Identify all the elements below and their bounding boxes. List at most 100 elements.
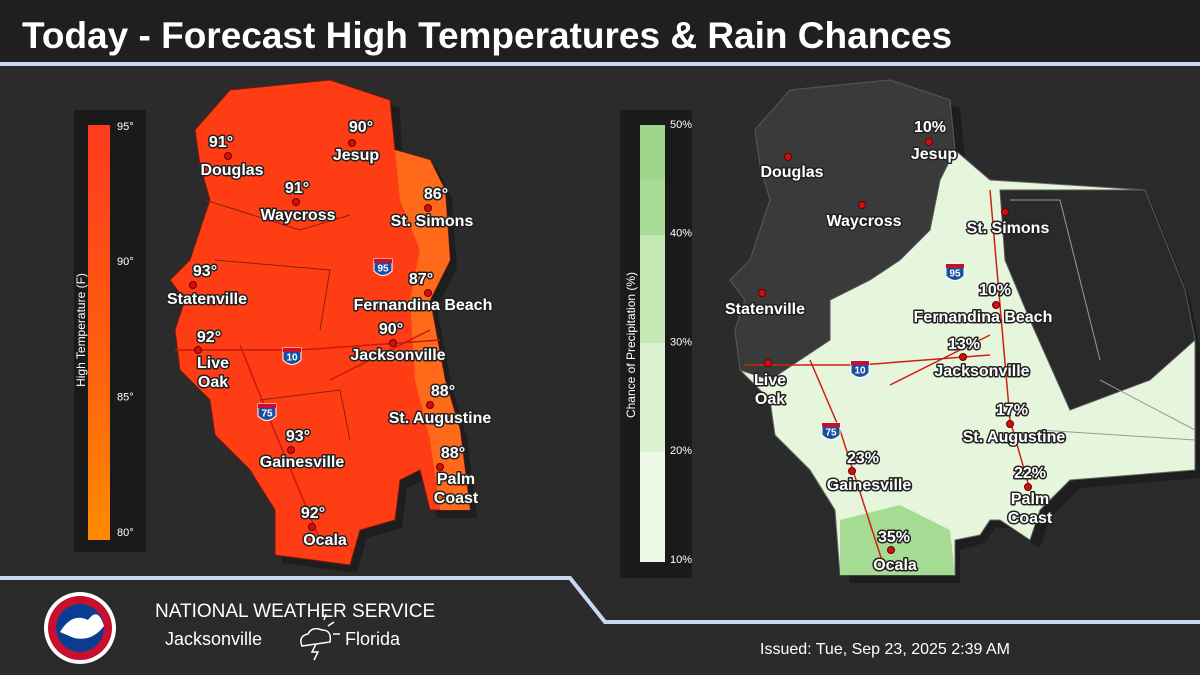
city-name: Gainesville	[260, 454, 345, 471]
weather-icon	[300, 613, 340, 661]
city-name: Statenville	[167, 291, 247, 308]
office-state: Florida	[345, 629, 401, 649]
title: Today - Forecast High Temperatures & Rai…	[22, 15, 952, 56]
city-dot	[389, 339, 397, 347]
interstate-shield	[282, 347, 302, 365]
city-value: 87°	[409, 271, 433, 288]
interstate-number: 95	[377, 264, 389, 275]
office-city: Jacksonville	[165, 629, 262, 649]
agency: NATIONAL WEATHER SERVICE	[155, 601, 435, 622]
issued: Issued: Tue, Sep 23, 2025 2:39 AM	[760, 641, 1010, 658]
city-value: 88°	[431, 383, 455, 400]
city-dot	[424, 289, 432, 297]
city-value: 91°	[209, 134, 233, 151]
interstate-number: 95	[949, 269, 961, 280]
city-dot	[424, 204, 432, 212]
city-dot	[858, 201, 866, 209]
city-dot	[887, 546, 895, 554]
coastal-zone	[395, 150, 470, 510]
city-name: Ocala	[303, 532, 347, 549]
interstate-shield-top	[851, 361, 869, 365]
city-value: 86°	[424, 186, 448, 203]
city-name: Jacksonville	[350, 347, 445, 364]
city-name: Live Oak	[754, 372, 786, 408]
city-dot	[1006, 420, 1014, 428]
city-name: Ocala	[873, 557, 917, 574]
legend-tick: 30%	[670, 336, 692, 348]
city-name: Waycross	[261, 207, 336, 224]
legend-bar	[88, 125, 110, 540]
city-name: Douglas	[760, 164, 823, 181]
city-value: 22%	[1014, 465, 1046, 482]
city-name: Palm Coast	[434, 471, 479, 507]
city-name: Fernandina Beach	[914, 309, 1053, 326]
legend-step	[640, 180, 665, 235]
legend-tick: 85°	[117, 392, 134, 404]
city-name: Palm Coast	[1008, 491, 1053, 527]
city-value: 90°	[349, 119, 373, 136]
city-value: 92°	[197, 329, 221, 346]
city-value: 17%	[996, 402, 1028, 419]
city-name: Jacksonville	[934, 363, 1029, 380]
interstate-shield	[850, 360, 870, 378]
city-dot	[764, 359, 772, 367]
interstate-number: 10	[854, 366, 866, 377]
city-name: Fernandina Beach	[354, 297, 493, 314]
nws-logo-cloud	[60, 614, 104, 639]
city-value: 35%	[878, 529, 910, 546]
interstate-shield-top	[258, 404, 276, 408]
city-name: Statenville	[725, 301, 805, 318]
city-dot	[292, 198, 300, 206]
city-name: Waycross	[827, 213, 902, 230]
city-name: Gainesville	[827, 477, 912, 494]
city-value: 10%	[979, 282, 1011, 299]
footer-divider	[0, 576, 1200, 624]
city-dot	[1001, 208, 1009, 216]
city-name: Jesup	[911, 146, 957, 163]
header-bar	[0, 0, 1200, 62]
legend-step	[640, 235, 665, 343]
city-name: St. Simons	[391, 213, 474, 230]
interstate-number: 75	[261, 409, 273, 420]
legend-tick: 90°	[117, 256, 134, 268]
city-dot	[189, 281, 197, 289]
legend-label: Chance of Precipitation (%)	[624, 272, 638, 418]
city-value: 23%	[847, 450, 879, 467]
city-value: 92°	[301, 505, 325, 522]
legend-step	[640, 343, 665, 452]
city-value: 90°	[379, 321, 403, 338]
county-lines	[204, 199, 351, 441]
city-dot	[287, 446, 295, 454]
city-name: Jesup	[333, 147, 379, 164]
city-dot	[758, 289, 766, 297]
legend-tick: 20%	[670, 445, 692, 457]
city-value: 13%	[948, 336, 980, 353]
city-dot	[436, 463, 444, 471]
interstate-shield-top	[822, 423, 840, 427]
legend-tick: 40%	[670, 228, 692, 240]
city-value: 88°	[441, 445, 465, 462]
city-dot	[848, 467, 856, 475]
city-dot	[959, 353, 967, 361]
zone-lines	[1010, 199, 1196, 441]
city-name: Douglas	[200, 162, 263, 179]
legend-label: High Temperature (F)	[74, 273, 88, 387]
interstate-shield	[257, 403, 277, 421]
city-dot	[308, 523, 316, 531]
city-dot	[426, 401, 434, 409]
city-value: 91°	[285, 180, 309, 197]
dry-marine-zone	[999, 189, 1196, 411]
city-dot	[348, 139, 356, 147]
city-dot	[224, 152, 232, 160]
legend-tick: 95°	[117, 121, 134, 133]
interstate-shield	[945, 263, 965, 281]
legend-tick: 80°	[117, 527, 134, 539]
city-dot	[194, 346, 202, 354]
interstate-shield	[373, 258, 393, 276]
legend-step	[640, 452, 665, 562]
divider	[0, 62, 1200, 66]
city-name: St. Augustine	[963, 429, 1066, 446]
city-name: Live Oak	[197, 355, 229, 391]
city-value: 93°	[193, 263, 217, 280]
